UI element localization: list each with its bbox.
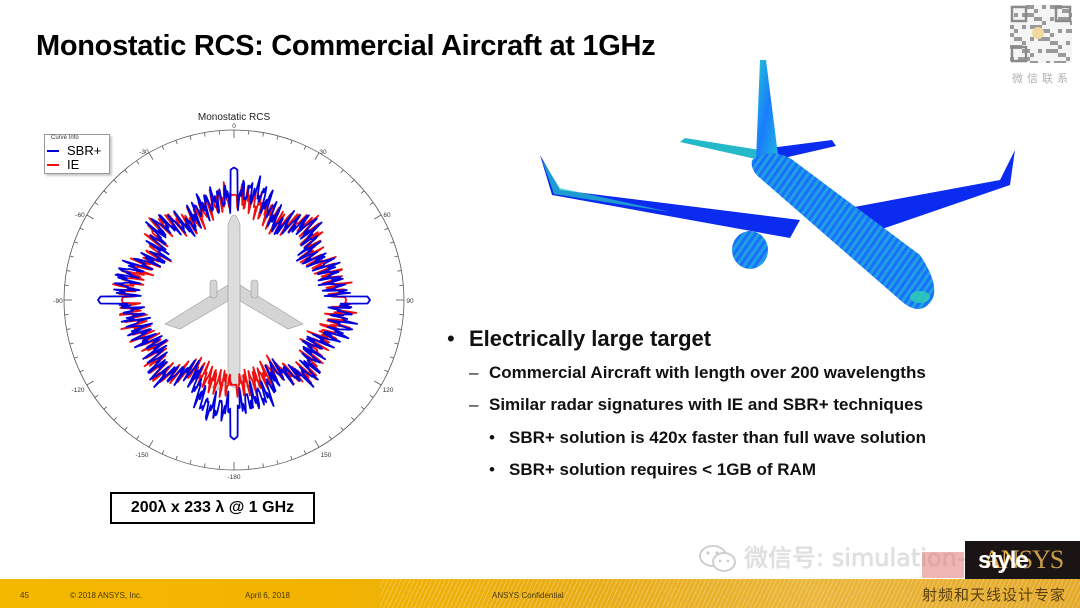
bullet-text: Electrically large target [469,326,712,351]
logo-overlay-text: style [978,547,1029,574]
angle-label-30: 30 [319,149,327,156]
bullet-text: SBR+ solution is 420x faster than full w… [509,428,927,447]
bullet-dot-icon: • [489,428,495,447]
bullet-dash-icon: – [469,363,479,382]
slide-footer: 45 © 2018 ANSYS, Inc. April 6, 2018 ANSY… [0,579,1080,608]
angle-label-neg90: -90 [53,298,63,305]
page-number: 45 [20,591,29,600]
bullet-item-level2: – Commercial Aircraft with length over 20… [469,363,926,383]
bullet-item-level1: • Electrically large target [447,326,711,352]
angle-labels: 0 30 60 90 120 150 -180 -150 -120 -90 -6… [53,123,414,481]
bullet-dash-icon: – [469,395,479,414]
aircraft-topview-icon [164,214,304,392]
ie-swatch [47,163,59,166]
legend-item-ie: IE [47,158,79,171]
red-stamp-overlay [922,552,964,578]
footer-pattern [380,579,1080,608]
logo-text-a: AN [983,545,1020,574]
legend-label-sbr: SBR+ [67,143,102,158]
bullet-item-level3: • SBR+ solution is 420x faster than full … [489,428,926,448]
confidential-label: ANSYS Confidential [492,591,564,600]
copyright: © 2018 ANSYS, Inc. [70,591,143,600]
ansys-logo: ANSYS [965,541,1080,579]
dimension-label-box: 200λ x 233 λ @ 1 GHz [110,492,315,524]
chart-legend: Curve Info SBR+ IE [44,134,110,174]
chart-title: Monostatic RCS [198,112,271,123]
brand-chinese-text: 射频和天线设计专家 [922,586,1067,604]
angle-label-180: -180 [227,474,240,481]
bullet-item-level3: • SBR+ solution requires < 1GB of RAM [489,460,816,480]
polar-rcs-chart: Monostatic RCS 0 30 60 90 120 150 -180 -… [40,105,430,485]
angle-label-60: 60 [383,212,391,219]
bullet-text: Commercial Aircraft with length over 200… [489,363,926,382]
sbr-trace [97,166,371,441]
footer-date: April 6, 2018 [245,591,290,600]
bullet-item-level2: – Similar radar signatures with IE and SB… [469,395,923,415]
legend-title: Curve Info [51,135,79,141]
angle-label-90: 90 [406,298,414,305]
polar-plot-svg: Monostatic RCS 0 30 60 90 120 150 -180 -… [53,112,414,481]
aircraft-3d-render [520,60,1020,320]
angle-label-neg120: -120 [71,387,84,394]
slide-title: Monostatic RCS: Commercial Aircraft at 1… [36,30,656,62]
qr-code-icon [1010,5,1072,63]
bullet-dot-icon: • [489,460,495,479]
angle-label-150: 150 [321,452,332,459]
angle-label-0: 0 [232,123,236,130]
logo-text-b: SYS [1018,545,1065,574]
qr-caption: 微信联系 [1012,72,1072,85]
angle-label-neg150: -150 [135,452,148,459]
angle-label-neg30: -30 [139,149,149,156]
bullet-text: Similar radar signatures with IE and SBR… [489,395,924,414]
polar-ticks [64,130,404,470]
angle-label-120: 120 [383,387,394,394]
aircraft-3d-icon [540,60,1015,309]
wechat-icon [699,545,736,572]
legend-label-ie: IE [67,157,80,172]
bullet-dot-icon: • [447,326,455,351]
bullet-text: SBR+ solution requires < 1GB of RAM [509,460,816,479]
sbr-swatch [47,149,59,152]
legend-item-sbr: SBR+ [47,144,101,157]
angle-label-neg60: -60 [75,212,85,219]
